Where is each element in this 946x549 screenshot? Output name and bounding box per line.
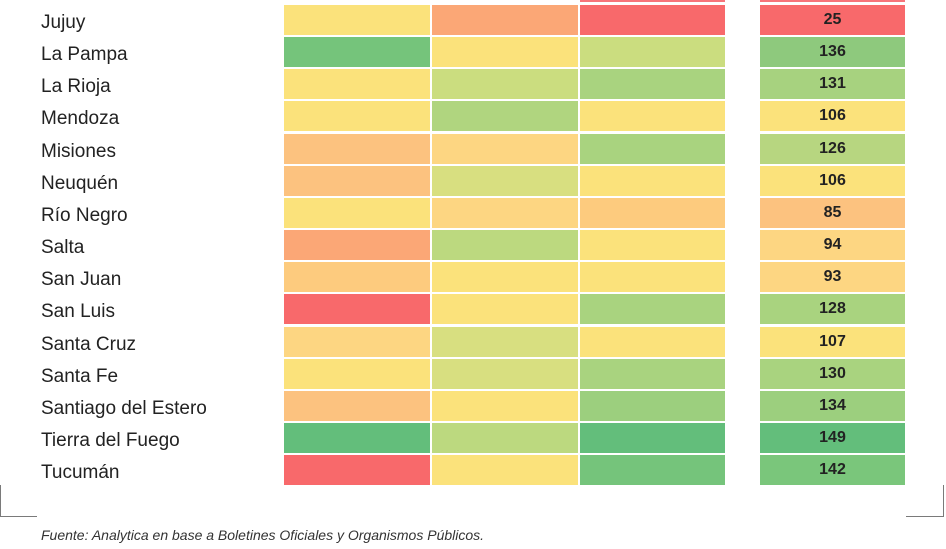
- heat-cell: [432, 230, 578, 261]
- heat-cell: [284, 230, 430, 261]
- table-row: Santiago del Estero 134: [0, 390, 946, 423]
- heat-cell: [284, 358, 430, 389]
- table-row: Salta 94: [0, 230, 946, 262]
- table-row: Santa Cruz 107: [0, 326, 946, 359]
- heat-cell: [580, 165, 725, 196]
- table-row: La Rioja 131: [0, 69, 946, 101]
- heat-cell: [432, 5, 578, 35]
- table-row: Jujuy 25: [0, 5, 946, 37]
- table-row: Misiones 126: [0, 133, 946, 166]
- province-name: La Rioja: [41, 76, 111, 98]
- source-note: Fuente: Analytica en base a Boletines Of…: [41, 527, 485, 543]
- heat-cell: [432, 165, 578, 196]
- table-row: La Pampa 136: [0, 37, 946, 69]
- province-name: Neuquén: [41, 172, 119, 194]
- heatmap-table: Jujuy 25 La Pampa 136 La Rioja 131 Mendoza 106 M…: [0, 0, 946, 487]
- heat-cell: [284, 390, 430, 421]
- heat-cell: [284, 197, 430, 228]
- heat-cell: [432, 294, 578, 325]
- heat-cell: [580, 422, 725, 453]
- province-name: Tucumán: [41, 462, 120, 484]
- total-cell: 128: [760, 294, 905, 325]
- heat-cell: [580, 197, 725, 228]
- heat-cell: [580, 133, 725, 164]
- heat-cell: [580, 358, 725, 389]
- heat-cell: [580, 5, 725, 35]
- heat-cell: [284, 262, 430, 293]
- total-cell: 136: [760, 37, 905, 68]
- province-name: Santiago del Estero: [41, 397, 207, 419]
- total-cell: 106: [760, 101, 905, 132]
- heat-cell: [432, 262, 578, 293]
- total-cell: 25: [760, 5, 905, 35]
- heat-cell: [432, 422, 578, 453]
- table-row: Tucumán 142: [0, 455, 946, 487]
- heat-cell: [432, 69, 578, 100]
- heat-cell: [432, 197, 578, 228]
- heat-cell: [284, 455, 430, 486]
- heat-cell: [284, 37, 430, 68]
- table-row: Tierra del Fuego 149: [0, 422, 946, 455]
- heat-cell: [580, 326, 725, 357]
- heat-cell: [432, 133, 578, 164]
- total-cell: 85: [760, 197, 905, 228]
- bracket-right: [906, 516, 944, 517]
- heat-cell: [432, 101, 578, 132]
- heat-cell: [284, 165, 430, 196]
- province-name: La Pampa: [41, 44, 128, 66]
- heat-cell: [432, 37, 578, 68]
- total-cell: 93: [760, 262, 905, 293]
- province-name: San Juan: [41, 269, 122, 291]
- total-cell: 126: [760, 133, 905, 164]
- heat-cell: [284, 69, 430, 100]
- table-row: San Juan 93: [0, 262, 946, 294]
- province-name: Misiones: [41, 140, 116, 162]
- heat-cell: [580, 390, 725, 421]
- heat-cell: [580, 37, 725, 68]
- total-cell: 149: [760, 422, 905, 453]
- bracket-right: [943, 485, 944, 517]
- table-row: Río Negro 85: [0, 197, 946, 230]
- heat-cell: [432, 358, 578, 389]
- heat-cell: [580, 69, 725, 100]
- bracket-left: [0, 485, 1, 517]
- table-row: Mendoza 106: [0, 101, 946, 133]
- previous-row-edge: [580, 0, 725, 2]
- heat-cell: [284, 101, 430, 132]
- heat-cell: [432, 455, 578, 486]
- total-cell: 142: [760, 455, 905, 486]
- heat-cell: [284, 133, 430, 164]
- heat-cell: [580, 101, 725, 132]
- table-row: Santa Fe 130: [0, 358, 946, 391]
- previous-row-edge: [760, 0, 905, 2]
- total-cell: 130: [760, 358, 905, 389]
- table-row: Neuquén 106: [0, 165, 946, 198]
- province-name: Santa Fe: [41, 365, 119, 387]
- heat-cell: [284, 422, 430, 453]
- heat-cell: [432, 326, 578, 357]
- total-cell: 131: [760, 69, 905, 100]
- total-cell: 107: [760, 326, 905, 357]
- province-name: Salta: [41, 237, 85, 259]
- heat-cell: [580, 455, 725, 486]
- bracket-left: [0, 516, 37, 517]
- province-name: Mendoza: [41, 108, 120, 130]
- heat-cell: [580, 262, 725, 293]
- province-name: Río Negro: [41, 204, 128, 226]
- heat-cell: [284, 5, 430, 35]
- province-name: Tierra del Fuego: [41, 429, 180, 451]
- table-row: San Luis 128: [0, 294, 946, 326]
- heat-cell: [580, 230, 725, 261]
- province-name: Jujuy: [41, 12, 86, 33]
- total-cell: 106: [760, 165, 905, 196]
- total-cell: 134: [760, 390, 905, 421]
- province-name: San Luis: [41, 301, 115, 323]
- heat-cell: [432, 390, 578, 421]
- province-name: Santa Cruz: [41, 333, 137, 355]
- total-cell: 94: [760, 230, 905, 261]
- heat-cell: [284, 294, 430, 325]
- heat-cell: [284, 326, 430, 357]
- heat-cell: [580, 294, 725, 325]
